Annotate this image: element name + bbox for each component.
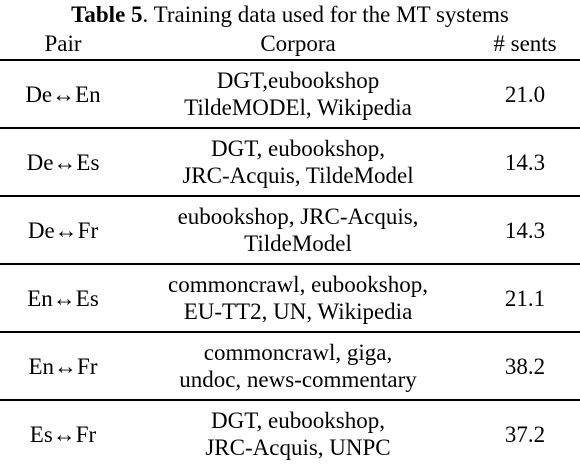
sents-cell: 14.3 (504, 217, 546, 243)
corpora-line: DGT, eubookshop, (211, 408, 385, 433)
corpora-cell: commoncrawl, eubookshop, EU-TT2, UN, Wiki… (126, 264, 470, 332)
corpora-line: EU-TT2, UN, Wikipedia (183, 299, 413, 324)
sents-cell: 37.2 (504, 421, 546, 447)
pair-cell: Es↔Fr (29, 421, 97, 447)
table-row: En↔Fr commoncrawl, giga, undoc, news-comm… (0, 332, 580, 400)
pair-cell: De↔Es (26, 149, 100, 175)
corpora-line: TildeMODEl, Wikipedia (184, 95, 412, 120)
sents-cell: 21.0 (504, 81, 546, 107)
training-data-table: Pair Corpora # sents De↔En DGT,eubooksho… (0, 31, 580, 467)
table-caption-label: Table 5 (71, 2, 143, 27)
corpora-line: commoncrawl, giga, (203, 340, 393, 365)
corpora-cell: commoncrawl, giga, undoc, news-commentary (126, 332, 470, 400)
table-row: De↔Fr eubookshop, JRC-Acquis, TildeModel … (0, 196, 580, 264)
header-pair: Pair (44, 31, 82, 56)
corpora-cell: DGT, eubookshop, JRC-Acquis, UNPC (126, 400, 470, 467)
corpora-cell: DGT,eubookshop TildeMODEl, Wikipedia (126, 60, 470, 128)
table-row: En↔Es commoncrawl, eubookshop, EU-TT2, UN… (0, 264, 580, 332)
header-corpora: Corpora (260, 31, 336, 56)
pair-cell: En↔Fr (28, 353, 98, 379)
sents-cell: 38.2 (504, 353, 546, 379)
header-sents: # sents (493, 31, 557, 56)
corpora-cell: eubookshop, JRC-Acquis, TildeModel (126, 196, 470, 264)
table-row: De↔En DGT,eubookshop TildeMODEl, Wikipedi… (0, 60, 580, 128)
header-row: Pair Corpora # sents (0, 31, 580, 60)
corpora-line: commoncrawl, eubookshop, (168, 272, 428, 297)
table-caption: Table 5. Training data used for the MT s… (0, 2, 580, 28)
table-row: Es↔Fr DGT, eubookshop, JRC-Acquis, UNPC 3… (0, 400, 580, 467)
pair-cell: En↔Es (27, 285, 99, 311)
corpora-line: JRC-Acquis, UNPC (205, 435, 391, 460)
sents-cell: 21.1 (504, 285, 546, 311)
corpora-line: TildeModel (244, 231, 352, 256)
corpora-line: DGT, eubookshop, (211, 136, 385, 161)
table-caption-text: . Training data used for the MT systems (142, 2, 509, 27)
corpora-line: JRC-Acquis, TildeModel (182, 163, 414, 188)
pair-cell: De↔En (25, 81, 101, 107)
corpora-line: eubookshop, JRC-Acquis, (177, 204, 419, 229)
pair-cell: De↔Fr (27, 217, 99, 243)
corpora-cell: DGT, eubookshop, JRC-Acquis, TildeModel (126, 128, 470, 196)
corpora-line: undoc, news-commentary (179, 367, 417, 392)
corpora-line: DGT,eubookshop (216, 68, 380, 93)
table-row: De↔Es DGT, eubookshop, JRC-Acquis, TildeM… (0, 128, 580, 196)
sents-cell: 14.3 (504, 149, 546, 175)
